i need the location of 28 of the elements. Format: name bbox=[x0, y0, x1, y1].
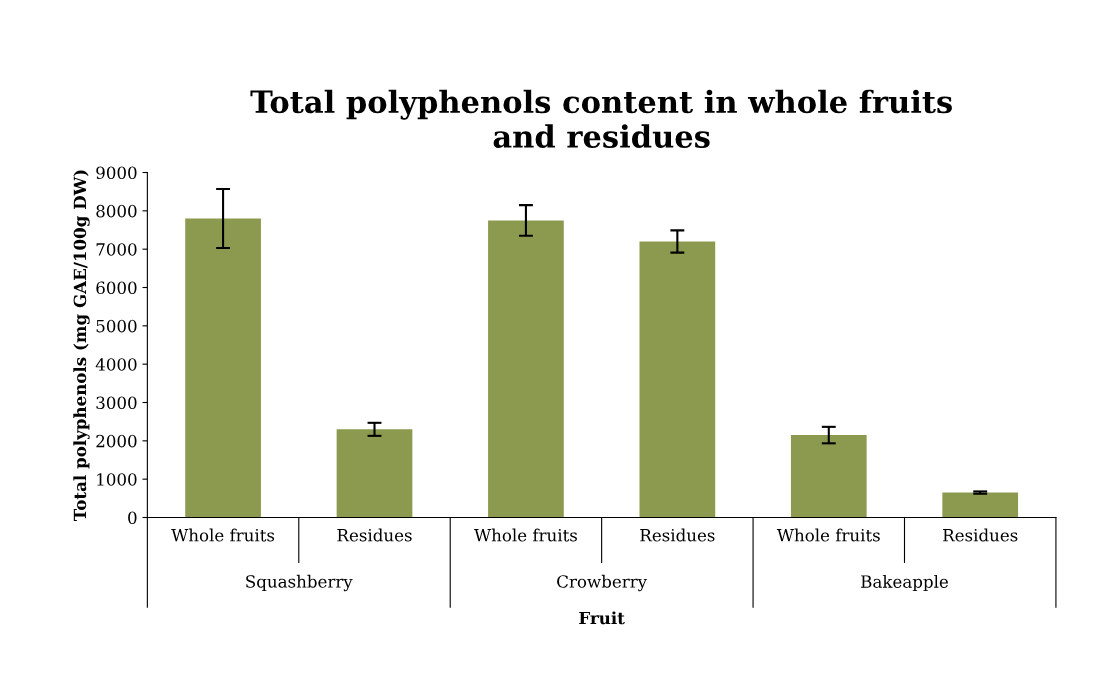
x-axis-title: Fruit bbox=[579, 611, 625, 625]
bar bbox=[336, 429, 413, 518]
bar bbox=[639, 241, 716, 518]
y-tick-label: 5000 bbox=[96, 319, 137, 333]
y-tick-label: 2000 bbox=[96, 434, 137, 448]
y-tick-label: 0 bbox=[128, 511, 137, 525]
x-tick-label: Residues bbox=[943, 528, 1018, 542]
bar bbox=[488, 220, 564, 518]
y-tick-label: 8000 bbox=[96, 204, 137, 218]
text: Crowberry bbox=[557, 574, 648, 592]
text: Squashberry bbox=[246, 574, 353, 592]
y-tick-label: 4000 bbox=[95, 358, 137, 371]
y-tick-label: 6000 bbox=[96, 281, 137, 295]
chart-title: Total polyphenols content in whole fruits and residues bbox=[250, 89, 952, 148]
y-tick-label: 7000 bbox=[96, 243, 137, 256]
bar bbox=[185, 218, 261, 518]
x-tick-label: Whole fruits bbox=[776, 528, 880, 542]
bar bbox=[790, 435, 867, 518]
x-tick-label: Whole fruits bbox=[474, 528, 577, 542]
y-tick-label: 9000 bbox=[96, 166, 137, 180]
x-tick-label: Whole fruits bbox=[171, 528, 275, 542]
text: Bakeapple bbox=[861, 574, 948, 592]
y-tick-label: 3000 bbox=[96, 396, 137, 410]
x-tick-label: Residues bbox=[337, 528, 412, 542]
x-tick-label: Residues bbox=[640, 528, 715, 542]
bar bbox=[942, 492, 1019, 518]
y-tick-label: 1000 bbox=[97, 473, 137, 486]
y-axis-title: Total polyphenols (mg GAE/100g DW) bbox=[73, 170, 90, 521]
